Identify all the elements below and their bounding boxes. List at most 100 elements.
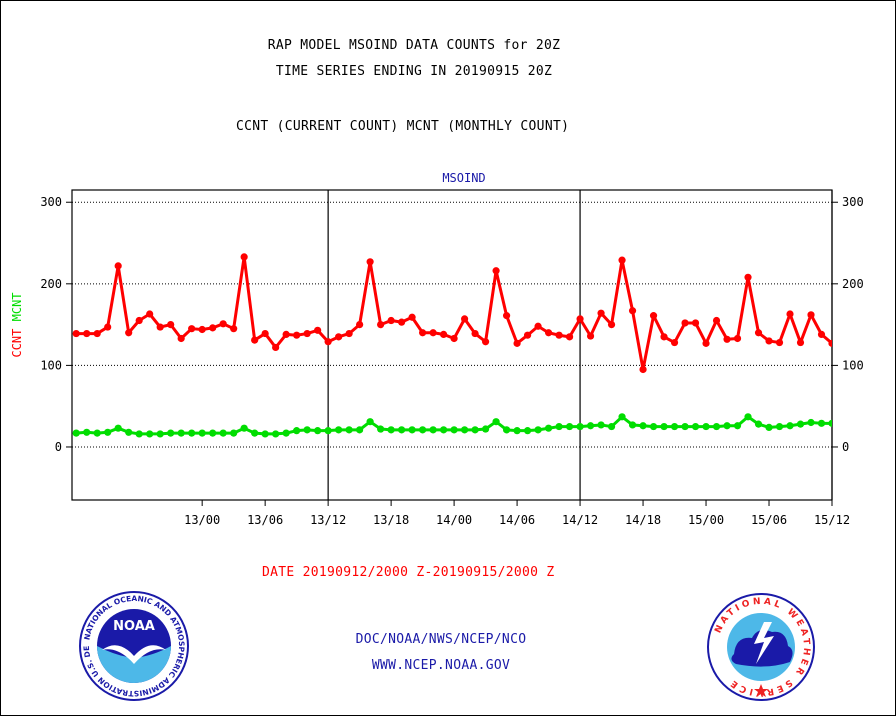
data-point bbox=[828, 419, 832, 427]
plot-title: MSOIND bbox=[442, 171, 485, 185]
data-point bbox=[502, 312, 511, 320]
data-point bbox=[114, 424, 122, 432]
data-point bbox=[419, 426, 427, 434]
chart-title-line2: TIME SERIES ENDING IN 20190915 20Z bbox=[275, 64, 553, 79]
data-point bbox=[408, 426, 416, 434]
data-point bbox=[775, 422, 784, 431]
chart-title-line3: CCNT (CURRENT COUNT) MCNT (MONTHLY COUNT… bbox=[236, 119, 570, 134]
data-point bbox=[471, 329, 479, 338]
data-point bbox=[681, 422, 689, 431]
data-point bbox=[628, 307, 637, 315]
data-point bbox=[114, 262, 122, 270]
data-point bbox=[188, 325, 196, 333]
data-point bbox=[377, 425, 385, 433]
data-point bbox=[712, 422, 721, 431]
data-point bbox=[775, 338, 784, 347]
data-point bbox=[261, 430, 269, 438]
y-axis-label: CCNT MCNT bbox=[10, 292, 24, 357]
data-point bbox=[544, 424, 553, 432]
data-point bbox=[502, 426, 511, 434]
data-point bbox=[681, 319, 689, 327]
data-point bbox=[481, 425, 490, 433]
x-tick-label: 14/06 bbox=[499, 513, 535, 527]
data-point bbox=[712, 316, 721, 325]
data-point bbox=[450, 334, 458, 343]
data-point bbox=[398, 318, 406, 326]
x-tick-label: 13/06 bbox=[247, 513, 283, 527]
y-tick-label-right: 300 bbox=[842, 195, 864, 209]
data-point bbox=[702, 422, 710, 431]
data-point bbox=[335, 426, 343, 434]
data-point bbox=[618, 413, 626, 421]
data-point bbox=[639, 365, 647, 374]
data-point bbox=[93, 329, 101, 338]
data-point bbox=[702, 339, 710, 347]
data-point bbox=[408, 313, 416, 321]
data-point bbox=[356, 321, 364, 329]
data-point bbox=[723, 422, 731, 430]
data-point bbox=[786, 310, 794, 318]
data-point bbox=[335, 333, 343, 341]
y-tick-label-left: 100 bbox=[40, 358, 62, 372]
data-point bbox=[251, 429, 259, 437]
series-ccnt bbox=[72, 253, 832, 374]
data-point bbox=[670, 422, 679, 431]
data-point bbox=[177, 334, 185, 343]
data-point bbox=[555, 331, 563, 339]
chart-title-line1: RAP MODEL MSOIND DATA COUNTS for 20Z bbox=[267, 38, 561, 53]
data-point bbox=[345, 426, 353, 434]
org-label: DOC/NOAA/NWS/NCEP/NCO bbox=[355, 632, 527, 647]
data-point bbox=[230, 325, 238, 333]
data-point bbox=[156, 323, 164, 331]
x-tick-label: 15/06 bbox=[751, 513, 787, 527]
data-point bbox=[817, 419, 826, 427]
y-tick-label-right: 200 bbox=[842, 277, 864, 291]
data-point bbox=[660, 422, 668, 431]
data-point bbox=[293, 427, 301, 435]
x-tick-label: 13/18 bbox=[373, 513, 409, 527]
data-point bbox=[366, 418, 374, 426]
data-point bbox=[314, 326, 322, 334]
y-axis-label-ccnt: CCNT bbox=[10, 329, 24, 358]
data-point bbox=[135, 316, 143, 325]
data-point bbox=[607, 321, 616, 329]
data-point bbox=[167, 429, 175, 437]
data-point bbox=[754, 420, 763, 428]
data-point bbox=[282, 330, 290, 338]
series-mcnt bbox=[72, 413, 832, 438]
data-point bbox=[198, 325, 206, 334]
website-link[interactable]: WWW.NCEP.NOAA.GOV bbox=[371, 658, 511, 673]
data-point bbox=[72, 429, 80, 437]
data-point bbox=[93, 429, 101, 437]
data-point bbox=[471, 426, 479, 434]
data-point bbox=[219, 320, 227, 328]
data-point bbox=[607, 422, 616, 431]
data-point bbox=[230, 429, 238, 437]
y-tick-label-right: 0 bbox=[842, 440, 849, 454]
data-point bbox=[146, 310, 154, 318]
data-point bbox=[796, 338, 805, 347]
data-point bbox=[209, 324, 217, 332]
data-point bbox=[188, 429, 196, 437]
data-point bbox=[691, 319, 700, 327]
data-point bbox=[209, 429, 217, 437]
data-point bbox=[618, 256, 626, 264]
data-point bbox=[492, 267, 500, 275]
data-point bbox=[649, 312, 658, 320]
data-point bbox=[366, 258, 374, 266]
data-point bbox=[125, 329, 133, 337]
y-axis-label-mcnt: MCNT bbox=[10, 292, 24, 328]
data-point bbox=[387, 426, 395, 434]
data-point bbox=[649, 422, 658, 431]
data-point bbox=[261, 329, 269, 338]
data-point bbox=[597, 421, 605, 429]
data-point bbox=[146, 430, 154, 438]
data-point bbox=[733, 334, 742, 343]
data-point bbox=[104, 323, 112, 331]
time-series-chart: 0 0 100 100 200 200 300 300 13/00 13/06 13/12 13/18… bbox=[10, 171, 864, 527]
data-point bbox=[104, 428, 112, 436]
data-point bbox=[429, 329, 437, 337]
noaa-logo-label: NOAA bbox=[113, 619, 155, 634]
data-point bbox=[387, 316, 395, 325]
data-point bbox=[460, 315, 469, 323]
